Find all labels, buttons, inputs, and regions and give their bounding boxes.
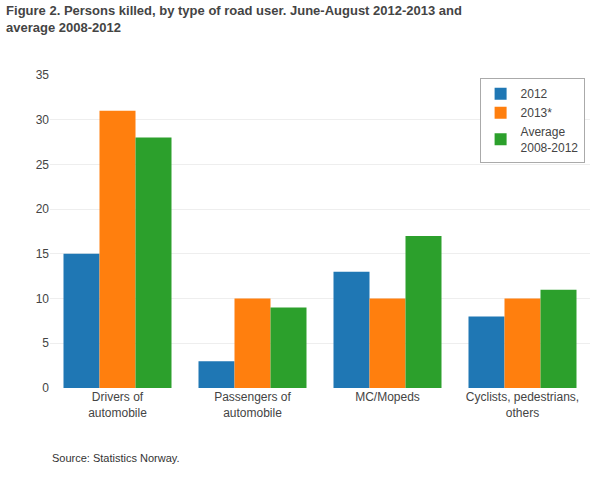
- svg-text:20: 20: [36, 202, 50, 216]
- svg-text:30: 30: [36, 113, 50, 127]
- svg-text:Drivers ofautomobile: Drivers ofautomobile: [88, 390, 147, 420]
- svg-text:10: 10: [36, 292, 50, 306]
- svg-text:Source: Statistics Norway.: Source: Statistics Norway.: [52, 452, 180, 464]
- svg-text:2012: 2012: [521, 87, 548, 101]
- svg-text:2013*: 2013*: [521, 106, 553, 120]
- svg-text:Figure 2. Persons killed, by t: Figure 2. Persons killed, by type of roa…: [6, 3, 462, 35]
- svg-text:Average2008-2012: Average2008-2012: [521, 125, 579, 155]
- svg-text:MC/Mopeds: MC/Mopeds: [355, 390, 420, 404]
- svg-text:Cyclists, pedestrians,others: Cyclists, pedestrians,others: [466, 390, 579, 420]
- svg-text:35: 35: [36, 68, 50, 82]
- svg-text:Passengers ofautomobile: Passengers ofautomobile: [214, 390, 291, 420]
- svg-text:25: 25: [36, 158, 50, 172]
- svg-text:5: 5: [42, 336, 49, 350]
- svg-text:0: 0: [42, 381, 49, 395]
- svg-text:15: 15: [36, 247, 50, 261]
